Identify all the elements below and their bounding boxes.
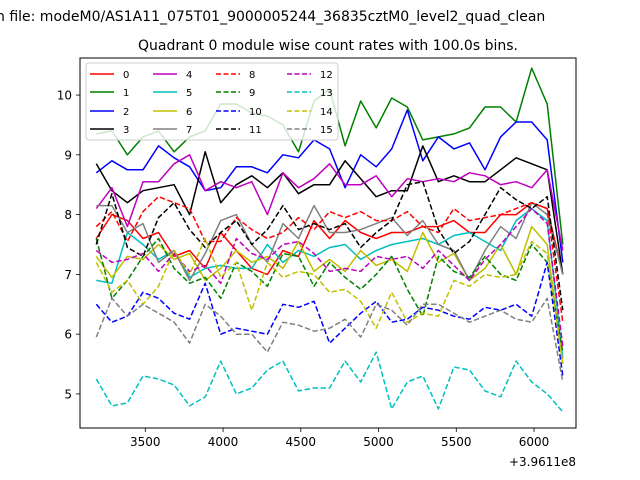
x-tick-label: 6000 [519,435,550,449]
series-line-12 [95,207,564,347]
x-tick-label: 5000 [363,435,394,449]
legend-label-8: 8 [249,70,255,81]
y-tick-label: 9 [64,148,72,162]
legend-label-7: 7 [186,125,192,136]
legend-label-14: 14 [320,107,333,118]
series-line-3 [95,145,564,275]
legend-box [85,62,339,141]
legend-label-9: 9 [249,88,255,99]
chart-suptitle: n file: modeM0/AS1A11_075T01_9000005244_… [0,9,545,25]
legend-label-15: 15 [320,125,333,136]
plot-lines [95,67,564,413]
y-tick-label: 10 [57,89,72,103]
y-tick-label: 5 [64,387,72,401]
legend-label-2: 2 [123,107,129,118]
legend-label-11: 11 [249,125,262,136]
y-tick-label: 8 [64,208,72,222]
chart-title: Quadrant 0 module wise count rates with … [138,38,518,54]
x-tick-label: 5500 [441,435,472,449]
legend-label-1: 1 [123,88,129,99]
series-line-14 [95,237,564,365]
series-line-4 [95,154,564,251]
series-line-6 [95,225,564,365]
legend-label-5: 5 [186,88,192,99]
legend-label-13: 13 [320,88,333,99]
legend-label-10: 10 [249,107,262,118]
legend-label-6: 6 [186,107,192,118]
series-line-2 [95,109,564,263]
legend-label-4: 4 [186,70,192,81]
x-axis: 3500 4000 4500 5000 5500 6000 [130,428,549,449]
y-tick-label: 6 [64,328,72,342]
series-line-9 [95,237,564,353]
series-line-0 [95,201,564,276]
series-line-13 [95,351,564,413]
legend-label-3: 3 [123,125,129,136]
x-tick-label: 4500 [286,435,317,449]
y-axis: 5 6 7 8 9 10 [57,89,80,401]
series-line-11 [95,180,564,311]
series-line-10 [95,261,564,377]
series-line-15 [95,297,564,383]
series-line-8 [95,195,564,323]
y-tick-label: 7 [64,268,72,282]
legend-label-12: 12 [320,70,333,81]
x-tick-label: 3500 [130,435,161,449]
plot-frame [79,57,577,429]
x-offset-label: +3.9611e8 [509,455,576,469]
legend-label-0: 0 [123,70,129,81]
x-tick-label: 4000 [208,435,239,449]
